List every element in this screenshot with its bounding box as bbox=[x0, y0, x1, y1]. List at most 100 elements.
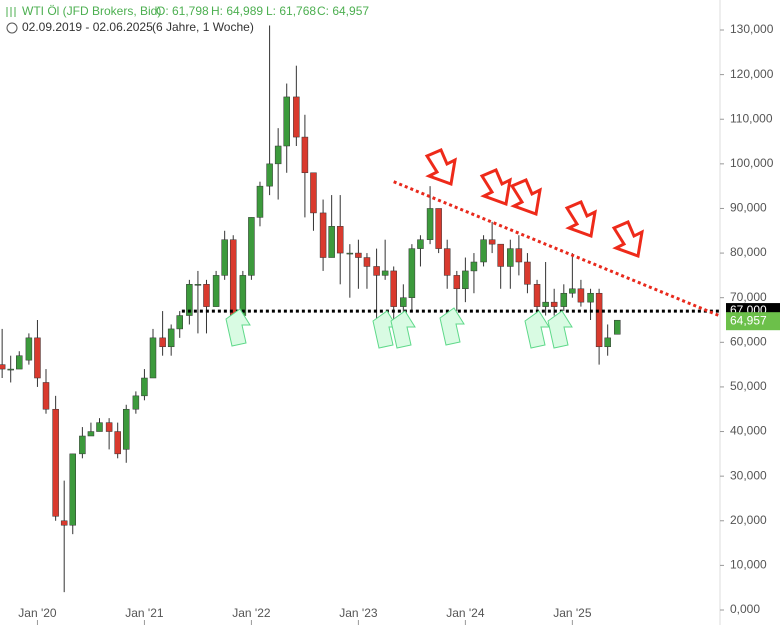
candle-body bbox=[443, 248, 451, 276]
y-tick-label: 130,000 bbox=[730, 22, 774, 36]
ohlc-close: C: 64,957 bbox=[317, 4, 369, 18]
candle-body bbox=[87, 431, 95, 437]
date-range: 02.09.2019 - 02.06.2025 bbox=[22, 20, 153, 34]
candle-body bbox=[577, 288, 585, 303]
up-arrow bbox=[225, 308, 251, 347]
last-price-label: 64,957 bbox=[730, 313, 767, 327]
ohlc-low: L: 61,768 bbox=[266, 4, 316, 18]
candle-body bbox=[34, 337, 41, 379]
candle-body bbox=[408, 248, 416, 298]
candle-body bbox=[363, 257, 371, 267]
candle-body bbox=[96, 422, 103, 432]
candle-body bbox=[346, 252, 354, 255]
candle-body bbox=[274, 145, 282, 165]
candle-body bbox=[507, 248, 514, 267]
chart-title: WTI Öl (JFD Brokers, Bid) bbox=[22, 4, 161, 18]
x-tick-label: Jan '21 bbox=[125, 606, 164, 620]
candle-body bbox=[453, 275, 461, 290]
y-tick-label: 40,000 bbox=[730, 424, 767, 438]
candle-body bbox=[373, 266, 380, 276]
down-arrow bbox=[564, 200, 597, 239]
candle-body bbox=[400, 297, 407, 307]
candle-body bbox=[248, 217, 255, 276]
candle-body bbox=[194, 284, 202, 286]
candle-body bbox=[595, 292, 603, 348]
x-tick-label: Jan '22 bbox=[232, 606, 271, 620]
up-arrow bbox=[372, 310, 398, 349]
trendline bbox=[393, 180, 721, 318]
y-tick-label: 110,000 bbox=[730, 111, 773, 125]
candle-body bbox=[114, 431, 121, 455]
candle-body bbox=[42, 382, 50, 410]
candle-body bbox=[470, 261, 478, 272]
candle-body bbox=[569, 288, 576, 294]
candle-body bbox=[614, 319, 621, 335]
candle-body bbox=[52, 408, 59, 517]
x-tick-label: Jan '24 bbox=[446, 606, 485, 620]
candle-body bbox=[435, 208, 442, 249]
candle-body bbox=[203, 284, 210, 307]
down-arrow bbox=[509, 178, 542, 217]
candle-body bbox=[266, 163, 273, 187]
candle-body bbox=[167, 328, 175, 348]
candle-body bbox=[381, 270, 389, 276]
candle-body bbox=[310, 172, 317, 214]
y-tick-label: 30,000 bbox=[730, 468, 767, 482]
candle-body bbox=[390, 270, 397, 307]
candle-body bbox=[186, 284, 193, 316]
candle-body bbox=[336, 226, 344, 254]
candle-body bbox=[132, 395, 140, 410]
candle-body bbox=[229, 239, 237, 316]
y-tick-label: 10,000 bbox=[730, 558, 767, 572]
x-tick-label: Jan '23 bbox=[339, 606, 378, 620]
candle-body bbox=[256, 185, 264, 218]
candle-body bbox=[488, 239, 496, 245]
y-tick-label: 90,000 bbox=[730, 201, 767, 215]
candle-body bbox=[212, 275, 220, 307]
up-arrow bbox=[524, 310, 550, 349]
down-arrow bbox=[424, 148, 457, 187]
y-tick-label: 120,000 bbox=[730, 67, 774, 81]
down-arrow bbox=[611, 220, 644, 259]
candle-body bbox=[283, 96, 290, 147]
candle-body bbox=[497, 243, 504, 267]
candle-body bbox=[293, 96, 300, 138]
x-tick-label: Jan '20 bbox=[18, 606, 57, 620]
candle-body bbox=[105, 422, 113, 432]
candle-body bbox=[550, 301, 558, 307]
up-arrow bbox=[390, 310, 416, 349]
candle-body bbox=[301, 136, 309, 174]
y-tick-label: 100,000 bbox=[730, 156, 774, 170]
down-arrow bbox=[479, 168, 512, 207]
up-arrow bbox=[439, 307, 465, 346]
candle-body bbox=[319, 212, 327, 258]
candle-body bbox=[79, 435, 86, 455]
y-tick-label: 50,000 bbox=[730, 379, 767, 393]
date-span: (6 Jahre, 1 Woche) bbox=[152, 20, 254, 34]
candle-body bbox=[141, 377, 148, 397]
y-tick-label: 20,000 bbox=[730, 513, 767, 527]
y-tick-label: 0,000 bbox=[730, 602, 760, 616]
candle-body bbox=[515, 248, 523, 263]
candle-body bbox=[25, 337, 33, 361]
candle-body bbox=[69, 453, 76, 526]
candle-body bbox=[0, 364, 6, 370]
candle-body bbox=[417, 239, 424, 249]
candle-body bbox=[462, 270, 469, 290]
candle-body bbox=[355, 252, 362, 258]
y-tick-label: 80,000 bbox=[730, 245, 767, 259]
candle-body bbox=[149, 337, 157, 379]
y-tick-label: 60,000 bbox=[730, 334, 767, 348]
candle-body bbox=[328, 226, 335, 258]
y-tick-label: 70,000 bbox=[730, 290, 767, 304]
candle-body bbox=[16, 355, 23, 370]
up-arrow bbox=[547, 310, 573, 349]
candle-body bbox=[176, 315, 183, 330]
candle-body bbox=[122, 408, 130, 450]
candle-body bbox=[560, 292, 568, 307]
symbol-icon bbox=[6, 7, 16, 17]
candle-body bbox=[7, 368, 14, 371]
candle-body bbox=[159, 337, 166, 348]
candle-body bbox=[604, 337, 611, 348]
